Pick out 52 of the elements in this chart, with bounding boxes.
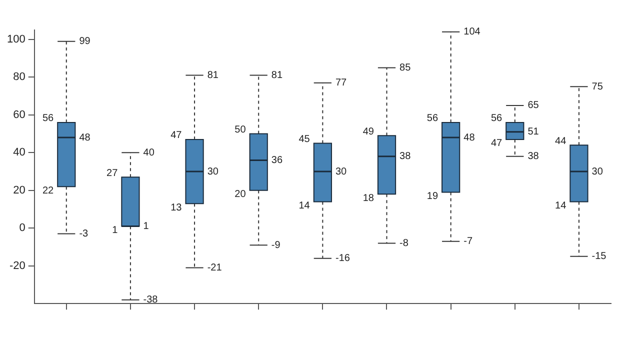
text: 30 <box>335 166 347 178</box>
text: 45 <box>298 134 310 145</box>
text: 65 <box>528 100 539 112</box>
text: 49 <box>362 126 374 138</box>
text: -16 <box>335 253 350 264</box>
text: 50 <box>234 124 246 136</box>
text: 36 <box>271 154 283 166</box>
text: -9 <box>271 240 280 251</box>
text: 56 <box>426 113 438 124</box>
text: 44 <box>555 136 566 147</box>
text: 30 <box>207 166 218 178</box>
y-tick-label: 20 <box>13 184 26 196</box>
text: 38 <box>528 151 539 162</box>
text: 81 <box>271 70 283 82</box>
text: 85 <box>400 62 411 74</box>
text: 18 <box>362 192 374 204</box>
text: 14 <box>298 200 310 212</box>
text: -21 <box>207 262 222 274</box>
text: 48 <box>464 132 475 144</box>
text: 51 <box>528 126 539 138</box>
text: 13 <box>170 202 182 214</box>
text: 30 <box>592 166 603 178</box>
text: 56 <box>490 113 502 124</box>
y-tick-label: 40 <box>13 146 26 159</box>
text: 22 <box>42 185 54 196</box>
text: 20 <box>234 189 246 200</box>
text: 48 <box>79 132 90 144</box>
text: 27 <box>106 168 118 179</box>
text: 1 <box>112 224 118 236</box>
y-tick-label: 100 <box>6 33 26 46</box>
text: 1 <box>143 220 149 232</box>
y-tick-label: 80 <box>13 71 26 84</box>
text: 99 <box>79 36 90 48</box>
text: -3 <box>79 228 88 240</box>
text: -8 <box>400 238 408 249</box>
text: 81 <box>207 70 218 82</box>
text: 104 <box>464 26 480 38</box>
text: 19 <box>426 191 438 202</box>
text: -38 <box>143 294 158 306</box>
y-tick-label: 60 <box>13 108 26 121</box>
text: 77 <box>335 78 347 89</box>
text: 14 <box>555 200 566 212</box>
text: 40 <box>143 147 154 158</box>
text: 56 <box>42 113 54 124</box>
text: 38 <box>400 151 411 162</box>
text: 75 <box>592 81 603 92</box>
text: -7 <box>464 236 473 248</box>
text: -15 <box>592 251 606 262</box>
text: 47 <box>170 130 182 142</box>
y-tick-label: -20 <box>9 260 26 272</box>
y-tick-label: 0 <box>19 222 26 234</box>
text: 47 <box>490 138 502 150</box>
